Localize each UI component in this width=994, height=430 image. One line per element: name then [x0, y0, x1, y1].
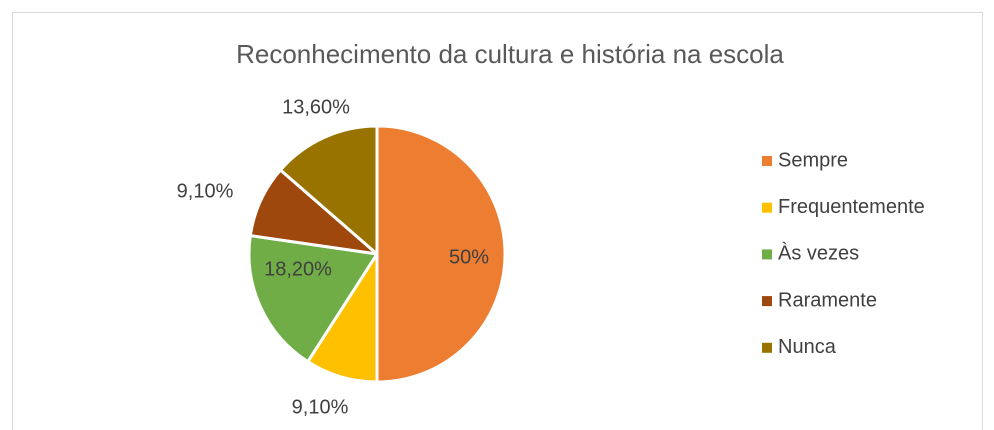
- data-label: 13,60%: [282, 96, 350, 118]
- legend-label: Raramente: [778, 289, 877, 311]
- pie-slice: [247, 234, 379, 364]
- legend-swatch: [762, 296, 772, 307]
- data-label: 50%: [449, 246, 489, 268]
- data-label: 9,10%: [292, 396, 349, 418]
- legend-label: Sempre: [778, 149, 848, 171]
- pie-slice: [278, 124, 379, 256]
- legend-label: Nunca: [778, 336, 837, 358]
- pie-slice: [375, 124, 507, 384]
- legend-label: Frequentemente: [778, 196, 925, 218]
- data-label: 9,10%: [177, 180, 234, 202]
- legend-swatch: [762, 156, 772, 166]
- legend-swatch: [762, 342, 772, 353]
- legend-swatch: [762, 249, 772, 260]
- legend-label: Às vezes: [778, 242, 859, 265]
- legend-swatch: [762, 202, 772, 213]
- data-label: 18,20%: [264, 258, 332, 280]
- chart-title: Reconhecimento da cultura e história na …: [236, 39, 784, 69]
